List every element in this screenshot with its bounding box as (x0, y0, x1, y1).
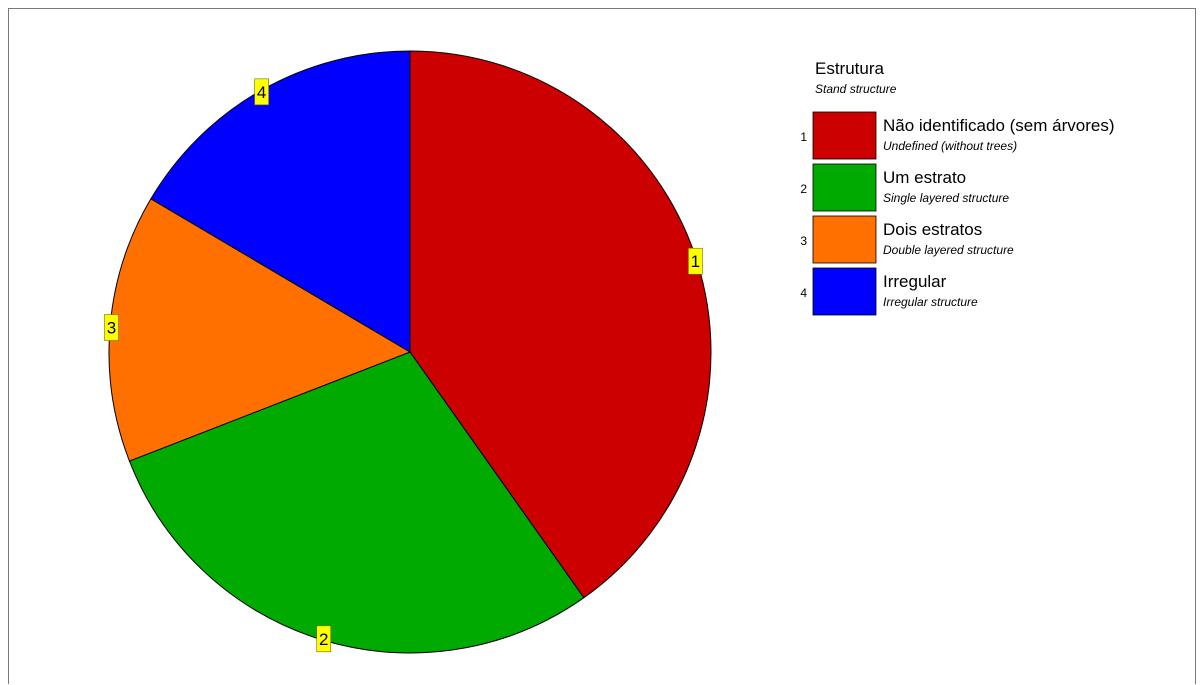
legend-item-1: 1 Não identificado (sem árvores) Undefined… (800, 111, 1114, 160)
pie-slices (108, 50, 712, 654)
legend-code: 1 (800, 130, 807, 144)
chart-frame: 1 2 3 4 Estrutura Stand structure 1 Não iden… (8, 8, 1196, 684)
pie-slice-label-text: 3 (107, 319, 116, 338)
legend-sublabel: Irregular structure (883, 295, 978, 309)
pie-chart: 1 2 3 4 Estrutura Stand structure 1 Não iden… (104, 50, 1114, 654)
legend-sublabel: Single layered structure (883, 191, 1009, 205)
pie-slice-label-background (254, 78, 269, 106)
pie-slice-label-background (316, 625, 332, 653)
pie-slice-label-text: 1 (691, 252, 700, 271)
legend-code: 4 (800, 286, 807, 300)
legend-label: Irregular (883, 272, 947, 291)
pie-slice-label-background (104, 314, 119, 341)
legend-sublabel: Double layered structure (883, 243, 1014, 257)
pie-slice-label-text: 2 (319, 630, 328, 649)
legend-items: 1 Não identificado (sem árvores) Undefined… (800, 111, 1114, 316)
legend-subtitle: Stand structure (815, 82, 897, 96)
pie-slice-label-3: 3 (104, 314, 119, 341)
pie-slice-label-text: 4 (257, 83, 266, 102)
legend-code: 2 (800, 182, 807, 196)
legend-code: 3 (800, 234, 807, 248)
legend-item-4: 4 Irregular Irregular structure (800, 267, 978, 316)
legend-swatch (812, 111, 877, 160)
legend-item-3: 3 Dois estratos Double layered structure (800, 215, 1014, 264)
pie-slice-label-4: 4 (254, 78, 269, 106)
pie-slice-label-background (688, 247, 703, 275)
legend-swatch (812, 267, 877, 316)
legend-label: Dois estratos (883, 220, 982, 239)
legend-item-2: 2 Um estrato Single layered structure (800, 163, 1009, 212)
pie-slice-label-1: 1 (688, 247, 703, 275)
legend-swatch (812, 215, 877, 264)
legend-label: Um estrato (883, 168, 966, 187)
legend: Estrutura Stand structure 1 Não identific… (800, 59, 1114, 316)
legend-swatch (812, 163, 877, 212)
legend-title: Estrutura (815, 59, 885, 78)
legend-label: Não identificado (sem árvores) (883, 116, 1114, 135)
pie-slice-labels: 1 2 3 4 (104, 78, 703, 653)
pie-slice-label-2: 2 (316, 625, 332, 653)
legend-sublabel: Undefined (without trees) (883, 139, 1017, 153)
